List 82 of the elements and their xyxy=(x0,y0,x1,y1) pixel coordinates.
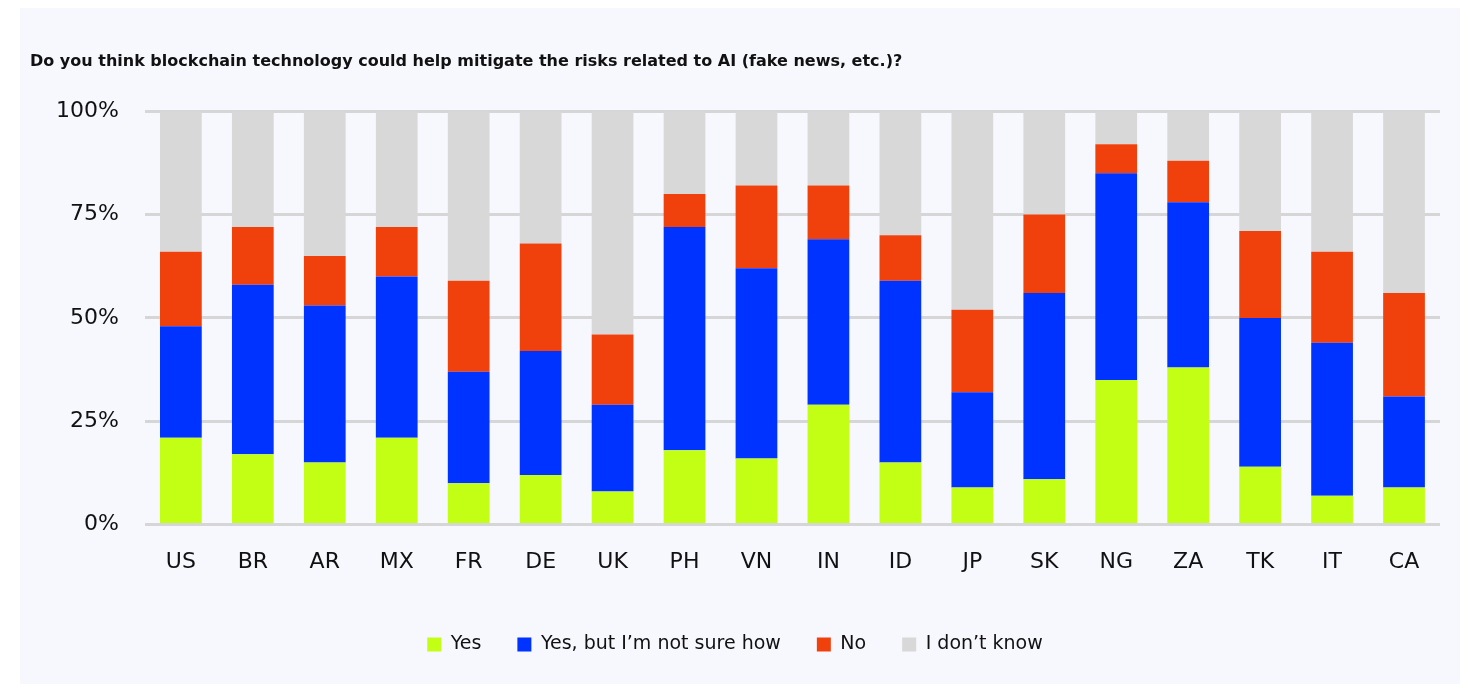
bar xyxy=(1311,251,1353,343)
x-tick-label: DE xyxy=(525,547,557,573)
bar xyxy=(231,454,274,524)
bar xyxy=(1095,379,1138,524)
bar xyxy=(879,280,922,463)
bar xyxy=(303,462,346,524)
bar xyxy=(663,193,706,227)
bar xyxy=(807,404,850,524)
bar xyxy=(1383,293,1425,397)
bar xyxy=(735,458,778,524)
bar xyxy=(591,334,634,405)
x-tick-label: TK xyxy=(1245,547,1275,573)
bar xyxy=(591,491,634,524)
x-tick-label: AR xyxy=(309,547,340,573)
bar xyxy=(1095,173,1138,380)
bar xyxy=(1095,144,1138,174)
bar xyxy=(375,226,418,277)
legend-label: Yes, but I’m not sure how xyxy=(539,631,781,654)
x-tick-label: ZA xyxy=(1173,547,1204,573)
x-tick-label: PH xyxy=(669,547,700,573)
bar xyxy=(1239,231,1281,318)
x-tick-label: UK xyxy=(597,547,629,573)
bar xyxy=(160,437,202,524)
bar xyxy=(447,280,490,372)
bar xyxy=(1167,202,1210,368)
chart-title: Do you think blockchain technology could help mitigate the risks related to AI (fake news, etc.)? xyxy=(30,50,903,70)
x-tick-label: SK xyxy=(1030,547,1060,573)
bar xyxy=(231,284,274,455)
bar xyxy=(1239,317,1281,467)
y-tick-label: 75% xyxy=(69,200,119,226)
bar xyxy=(1023,479,1066,524)
bar xyxy=(663,450,706,524)
x-tick-label: BR xyxy=(237,547,269,573)
legend-label: I don’t know xyxy=(925,631,1043,654)
x-tick-label: FR xyxy=(454,547,483,573)
x-tick-label: ID xyxy=(888,547,913,573)
bar xyxy=(735,268,778,459)
bar xyxy=(951,487,994,524)
bar xyxy=(1383,396,1425,488)
bar xyxy=(1383,487,1425,524)
bar xyxy=(1023,293,1066,480)
bar xyxy=(1239,466,1281,524)
bar xyxy=(519,350,562,475)
bar xyxy=(1167,367,1210,524)
x-tick-label: NG xyxy=(1099,547,1133,573)
legend-label: No xyxy=(840,631,867,654)
bar xyxy=(591,404,634,492)
y-tick-label: 25% xyxy=(69,406,119,432)
x-tick-label: CA xyxy=(1388,547,1420,573)
bar xyxy=(807,239,850,405)
bar xyxy=(231,226,274,285)
y-tick-label: 100% xyxy=(55,96,119,122)
bar xyxy=(375,276,418,438)
x-tick-label: US xyxy=(165,547,196,573)
bar xyxy=(1311,495,1353,524)
bar xyxy=(447,483,490,524)
bar xyxy=(447,371,490,484)
bar xyxy=(879,235,922,281)
bar xyxy=(735,185,778,269)
bar xyxy=(663,226,706,451)
y-tick-label: 50% xyxy=(69,303,119,329)
bar xyxy=(160,251,202,327)
bar xyxy=(807,185,850,240)
bar xyxy=(375,437,418,524)
y-tick-label: 0% xyxy=(83,510,119,536)
x-tick-label: JP xyxy=(960,547,983,573)
x-tick-label: VN xyxy=(740,547,773,573)
x-tick-label: MX xyxy=(379,547,414,573)
bar xyxy=(160,326,202,438)
bar xyxy=(951,392,994,488)
bar xyxy=(879,462,922,524)
x-tick-label: IN xyxy=(816,547,840,573)
bar xyxy=(519,243,562,351)
legend-label: Yes xyxy=(449,631,482,654)
bar xyxy=(303,255,346,306)
bar xyxy=(951,309,994,393)
bar xyxy=(1311,342,1353,496)
bar xyxy=(1023,214,1066,294)
bar xyxy=(1167,160,1210,203)
bar xyxy=(519,474,562,524)
x-tick-label: IT xyxy=(1322,547,1343,573)
bar xyxy=(303,305,346,463)
